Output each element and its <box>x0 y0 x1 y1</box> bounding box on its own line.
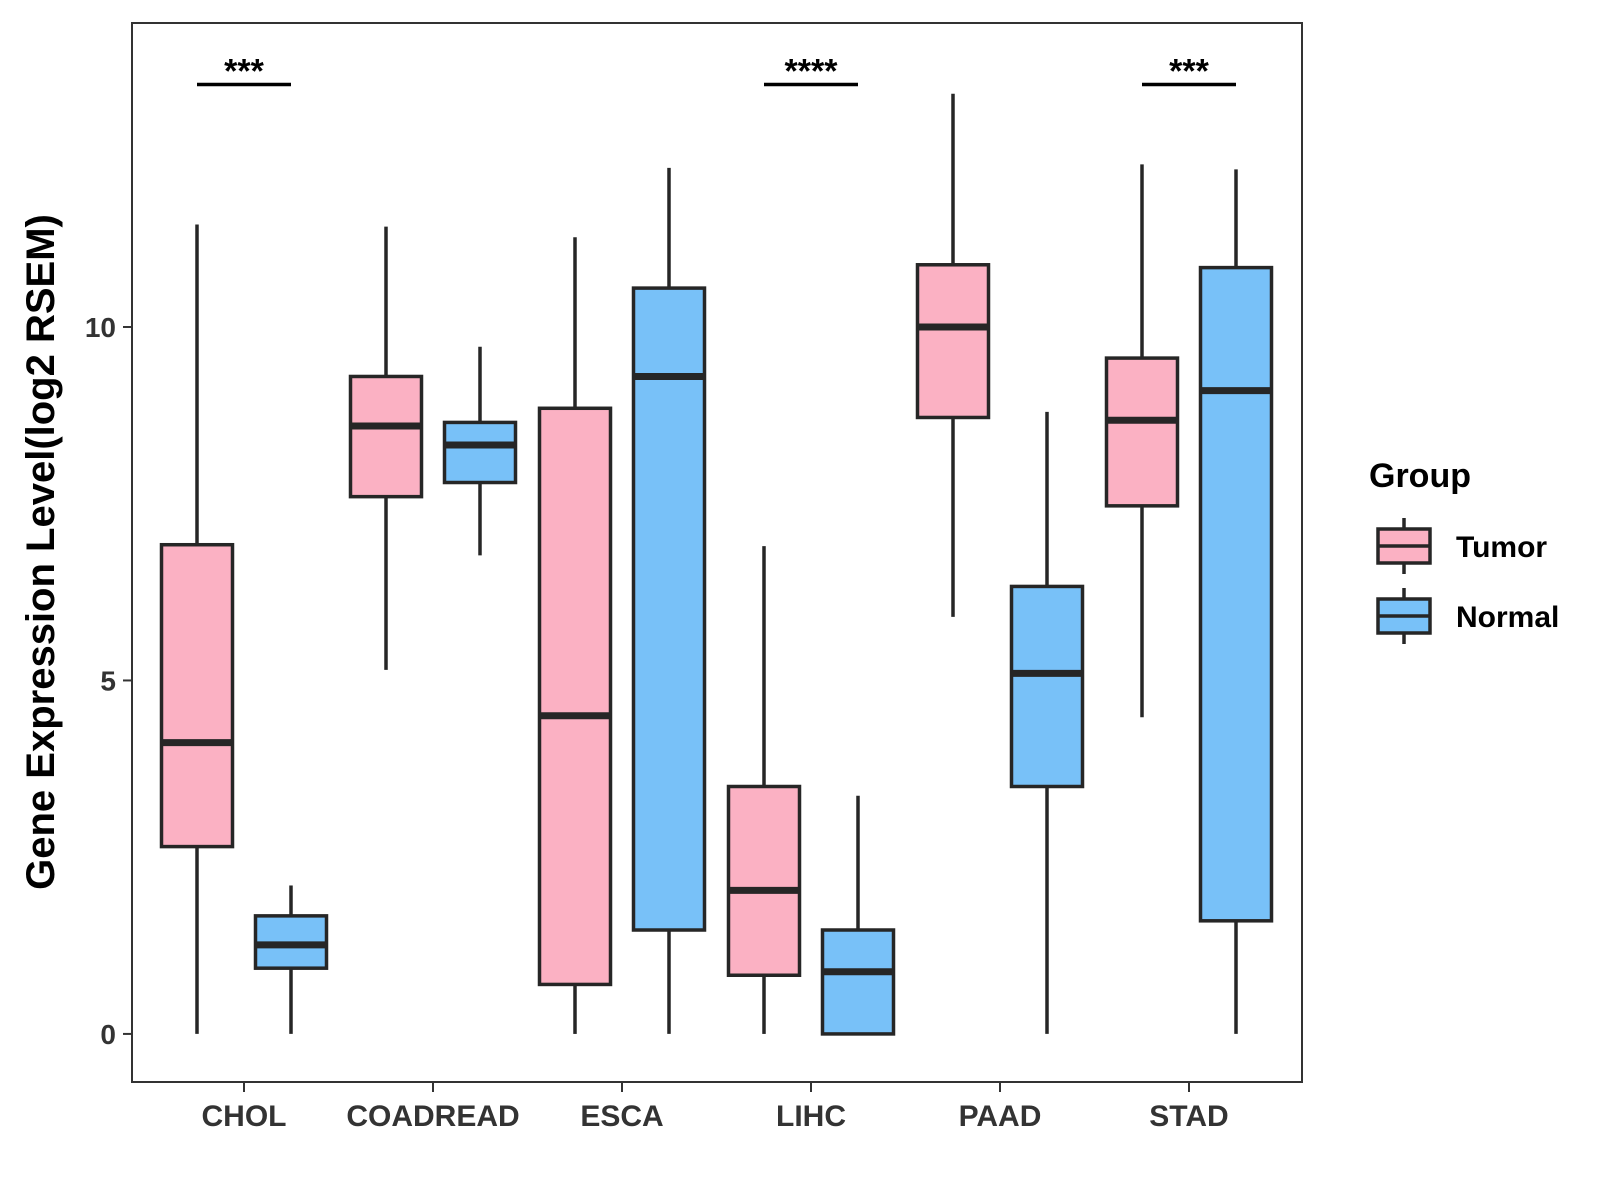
box-normal-esca <box>631 167 707 1034</box>
box-body <box>631 286 707 932</box>
box-body <box>537 406 613 987</box>
box-body <box>1009 584 1085 789</box>
box-tumor-coadread <box>348 226 424 670</box>
box-body <box>442 420 518 485</box>
x-tick-label: STAD <box>1149 1100 1228 1133</box>
legend-label: Tumor <box>1456 531 1547 564</box>
legend: Group Tumor Normal <box>1369 457 1559 644</box>
boxes <box>159 93 1274 1036</box>
box-body <box>1104 356 1180 508</box>
y-axis-label: Gene Expression Level(log2 RSEM) <box>19 214 63 890</box>
y-tick-label: 5 <box>100 665 116 696</box>
box-body <box>820 928 896 1036</box>
plot-panel-border <box>131 22 1303 1083</box>
legend-title: Group <box>1369 457 1471 495</box>
x-tick-label: LIHC <box>776 1100 846 1133</box>
x-tick-label: ESCA <box>580 1100 663 1133</box>
legend-item-tumor: Tumor <box>1376 518 1547 574</box>
legend-item-normal: Normal <box>1376 588 1559 644</box>
x-tick-label: PAAD <box>959 1100 1042 1133</box>
box-normal-lihc <box>820 795 896 1036</box>
y-tick-label: 10 <box>85 312 116 343</box>
y-axis: 0 5 10 <box>85 312 132 1050</box>
box-tumor-esca <box>537 237 613 1034</box>
legend-label: Normal <box>1456 601 1559 634</box>
box-tumor-paad <box>915 93 991 617</box>
box-tumor-stad <box>1104 164 1180 718</box>
box-normal-stad <box>1198 169 1274 1034</box>
box-body <box>348 374 424 499</box>
significance-annotations: *** **** *** <box>197 52 1236 90</box>
box-body <box>915 263 991 420</box>
significance-label: *** <box>1169 52 1209 90</box>
box-tumor-chol <box>159 224 235 1034</box>
box-normal-coadread <box>442 346 518 556</box>
box-body <box>726 784 802 978</box>
box-normal-paad <box>1009 411 1085 1034</box>
x-tick-label: COADREAD <box>346 1100 519 1133</box>
y-tick-label: 0 <box>100 1019 116 1050</box>
box-body <box>159 542 235 849</box>
significance-label: *** <box>224 52 264 90</box>
box-normal-chol <box>253 885 329 1034</box>
box-body <box>1198 265 1274 923</box>
x-tick-label: CHOL <box>202 1100 287 1133</box>
x-axis: CHOL COADREAD ESCA LIHC PAAD STAD <box>202 1082 1229 1133</box>
box-tumor-lihc <box>726 546 802 1034</box>
significance-label: **** <box>785 52 839 90</box>
